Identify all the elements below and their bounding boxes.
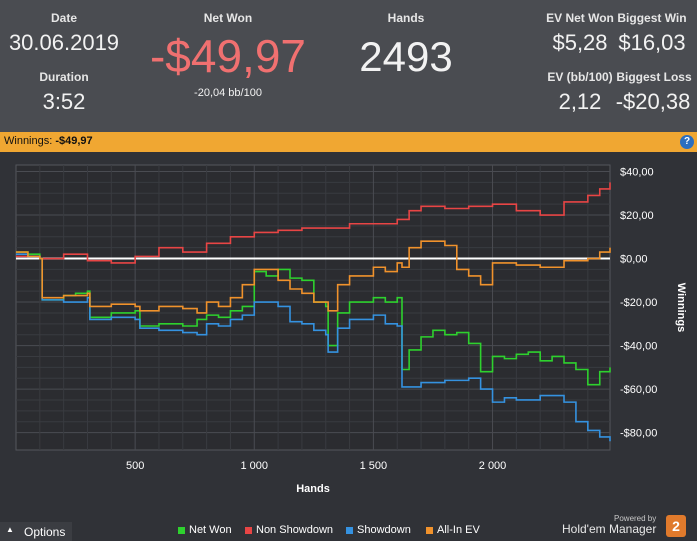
date-label: Date xyxy=(50,11,77,25)
options-button[interactable]: ▲ Options xyxy=(0,522,72,541)
summary-panel xyxy=(0,0,697,132)
biggest-win-value: $16,03 xyxy=(618,30,686,55)
ev-bb100-label: EV (bb/100) xyxy=(547,70,613,84)
winnings-bar-text: Winnings: -$49,97 xyxy=(4,135,93,147)
winnings-bar: Winnings: -$49,97 xyxy=(0,132,697,152)
winnings-bar-value: -$49,97 xyxy=(55,135,93,147)
y-tick-label: -$40,00 xyxy=(620,341,657,353)
biggest-win-label: Biggest Win xyxy=(617,11,687,25)
legend-label: Non Showdown xyxy=(256,524,334,536)
y-tick-label: -$20,00 xyxy=(620,297,657,309)
date-value: 30.06.2019 xyxy=(8,30,120,55)
y-tick-label: -$60,00 xyxy=(620,384,657,396)
expand-up-icon: ▲ xyxy=(6,525,14,534)
legend-label: Net Won xyxy=(189,524,232,536)
y-axis-label: Winnings xyxy=(675,283,687,332)
y-tick-label: $20,00 xyxy=(620,210,654,222)
legend-label: Showdown xyxy=(357,524,411,536)
y-tick-label: $40,00 xyxy=(620,167,654,179)
net-won-bb100: -20,04 bb/100 xyxy=(194,87,262,99)
net-won-label: Net Won xyxy=(203,11,253,25)
hands-value: 2493 xyxy=(359,33,453,80)
series-line-non-showdown xyxy=(16,182,611,264)
brand-name: Hold'em Manager xyxy=(562,522,657,536)
biggest-loss-label: Biggest Loss xyxy=(616,70,692,84)
net-won-value: -$49,97 xyxy=(149,30,306,82)
duration-label: Duration xyxy=(39,70,89,84)
ev-net-won-value: $5,28 xyxy=(552,30,608,55)
legend-swatch xyxy=(178,526,185,534)
legend-item[interactable]: All-In EV xyxy=(426,524,480,536)
ev-net-won-label: EV Net Won xyxy=(546,11,614,25)
legend-label: All-In EV xyxy=(437,524,480,536)
legend-swatch xyxy=(346,526,353,534)
help-icon[interactable]: ? xyxy=(680,135,694,149)
x-tick-label: 2 000 xyxy=(479,460,507,472)
options-label: Options xyxy=(24,525,66,539)
y-tick-label: $0,00 xyxy=(620,254,648,266)
x-axis-label: Hands xyxy=(296,483,330,495)
biggest-loss-value: -$20,38 xyxy=(615,89,691,114)
powered-by-text: Powered by xyxy=(614,514,657,523)
legend-swatch xyxy=(426,526,433,534)
x-tick-label: 1 000 xyxy=(241,460,269,472)
ev-bb100-value: 2,12 xyxy=(558,89,602,114)
series-line-all-in-ev xyxy=(16,240,611,314)
series-line-showdown xyxy=(16,253,611,442)
plot-area xyxy=(15,164,611,451)
winnings-bar-label: Winnings: xyxy=(4,135,53,147)
legend-item[interactable]: Showdown xyxy=(346,524,411,536)
hm2-logo-icon: 2 xyxy=(666,515,686,537)
duration-value: 3:52 xyxy=(42,89,86,114)
legend-swatch xyxy=(245,526,252,534)
x-tick-label: 1 500 xyxy=(360,460,388,472)
legend-item[interactable]: Net Won xyxy=(178,524,232,536)
x-tick-label: 500 xyxy=(126,460,144,472)
hands-label: Hands xyxy=(387,11,425,25)
legend-item[interactable]: Non Showdown xyxy=(245,524,333,536)
y-tick-label: -$80,00 xyxy=(620,428,657,440)
